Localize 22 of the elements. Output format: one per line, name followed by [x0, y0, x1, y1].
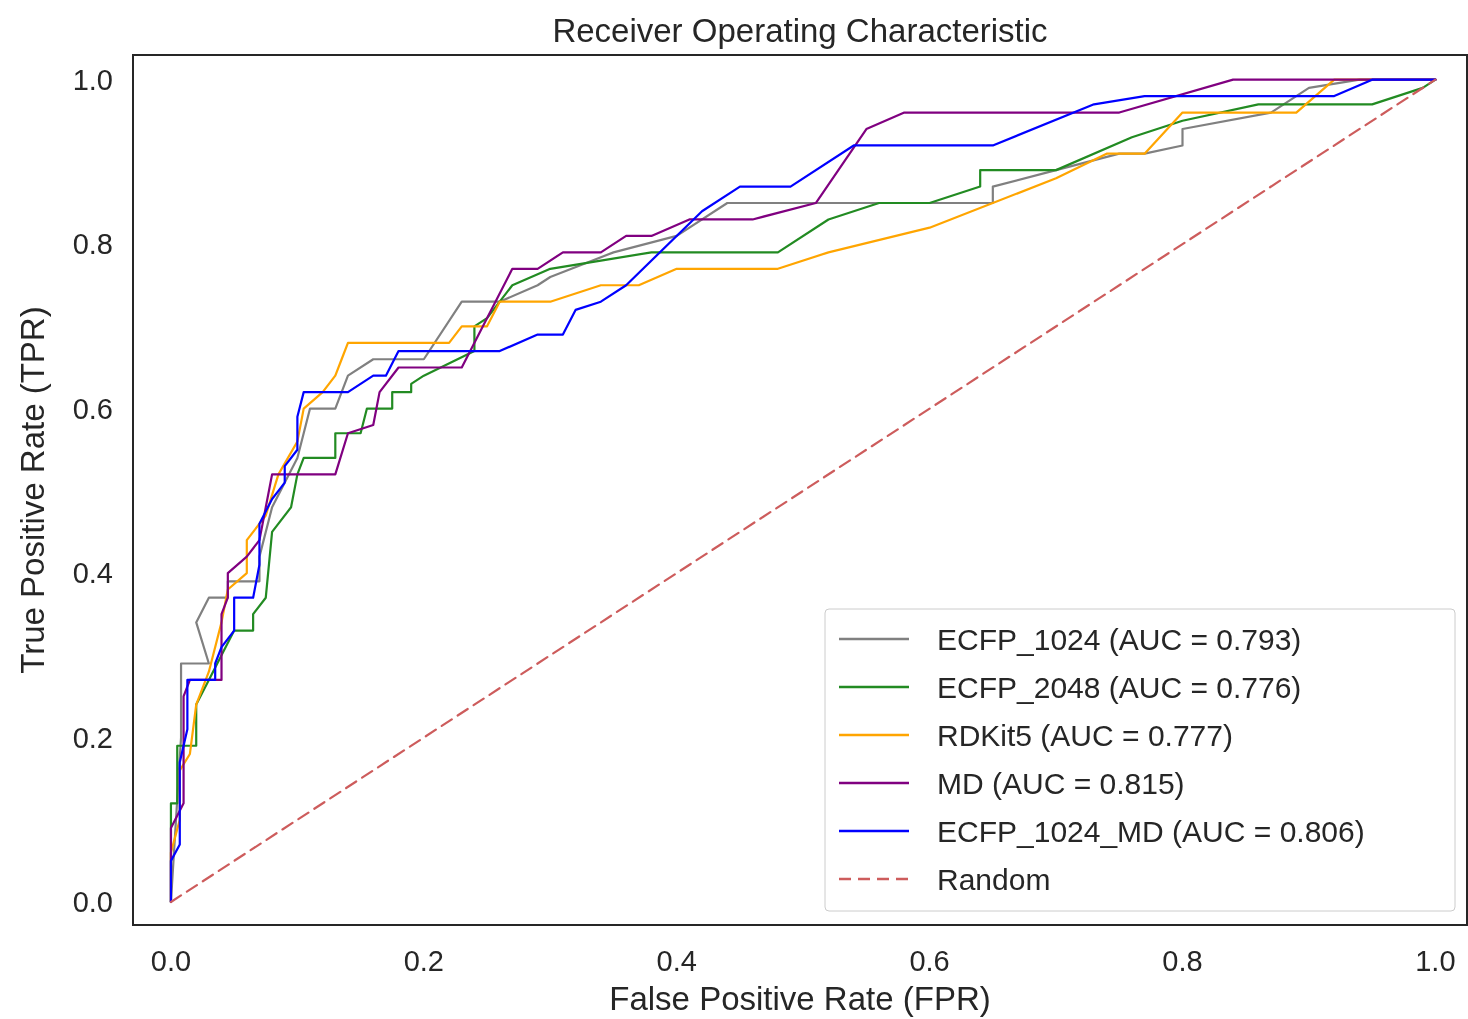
y-tick-label: 0.4 [72, 557, 113, 590]
chart-title: Receiver Operating Characteristic [552, 12, 1048, 49]
y-tick-label: 0.6 [72, 392, 113, 425]
legend-label: RDKit5 (AUC = 0.777) [937, 718, 1233, 752]
y-tick-label: 0.0 [72, 886, 113, 919]
x-tick-label: 0.0 [150, 945, 192, 977]
line-series [169, 78, 1437, 904]
x-tick-label: 0.8 [1162, 945, 1203, 977]
x-tick-label: 0.6 [909, 945, 950, 977]
y-tick-label: 0.8 [72, 228, 113, 261]
y-axis-title: True Positive Rate (TPR) [14, 306, 51, 674]
legend-label: ECFP_2048 (AUC = 0.776) [937, 670, 1302, 704]
legend-label: ECFP_1024 (AUC = 0.793) [937, 622, 1302, 656]
y-tick-label: 0.2 [72, 721, 113, 754]
legend-label: MD (AUC = 0.815) [937, 766, 1185, 800]
x-tick-label: 0.2 [403, 945, 444, 977]
legend-label: Random [937, 862, 1051, 896]
legend-label: ECFP_1024_MD (AUC = 0.806) [937, 814, 1365, 848]
y-tick-label: 1.0 [72, 63, 113, 96]
x-axis-title: False Positive Rate (FPR) [609, 980, 991, 1017]
x-tick-label: 0.4 [656, 945, 697, 977]
x-tick-label: 1.0 [1415, 945, 1456, 977]
